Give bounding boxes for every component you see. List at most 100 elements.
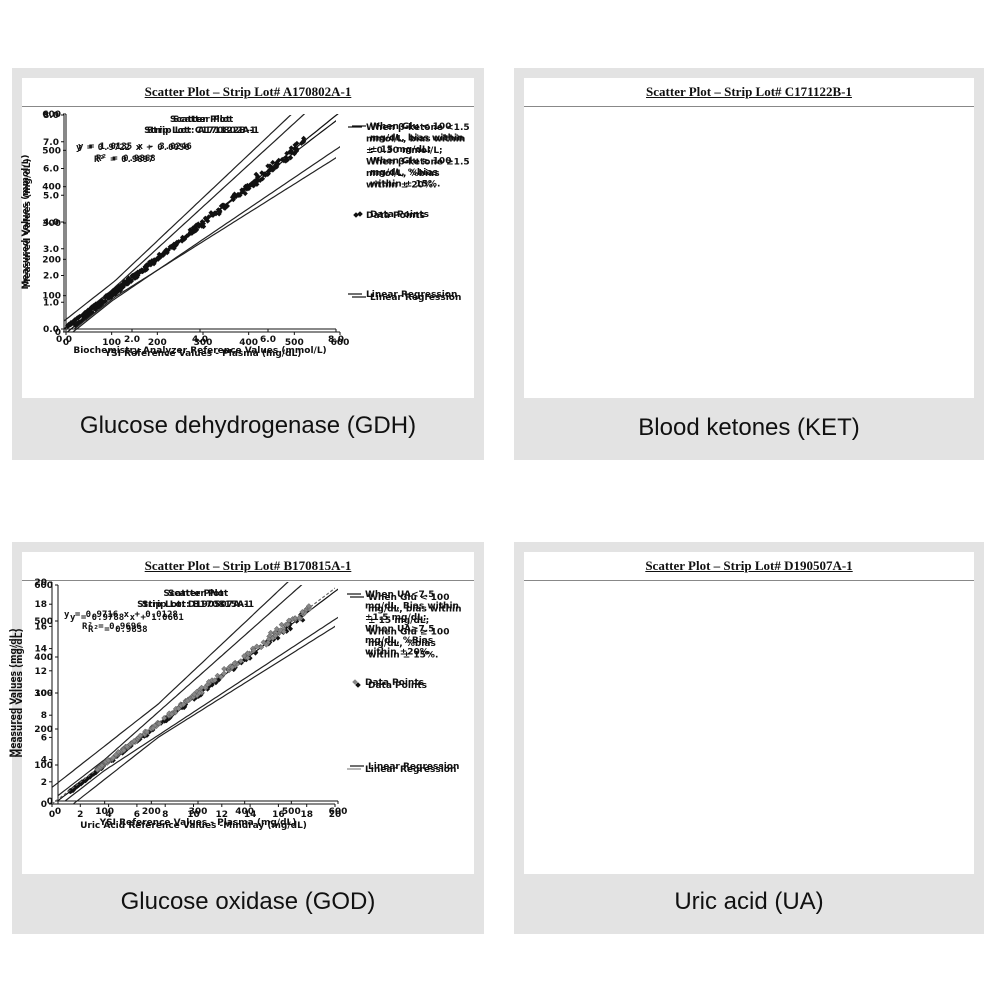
r-squared-value: R² = 0.9897 — [94, 155, 154, 165]
legend-data-points-label: Data Points — [370, 210, 429, 220]
data-point — [296, 614, 303, 621]
data-point — [106, 295, 112, 301]
y-tick-label: 300 — [34, 689, 53, 699]
data-point — [190, 694, 197, 701]
legend-regression-label: Linear Regression — [365, 765, 456, 775]
data-point — [114, 285, 120, 292]
y-tick-label: 14 — [34, 645, 47, 655]
data-point — [242, 190, 248, 197]
data-point — [175, 705, 182, 712]
y-tick-label: 2.0 — [43, 272, 59, 282]
x-tick-label: 8.0 — [328, 335, 344, 345]
chart-header: Scatter Plot – Strip Lot# B170815A-1 — [22, 558, 474, 581]
y-tick-label: 100 — [42, 292, 61, 302]
x-tick-label: 0 — [55, 807, 61, 817]
data-point — [104, 292, 110, 299]
legend-note-line: When UA<7.5 — [365, 590, 434, 600]
legend-note-line: mmol/L, bias within — [366, 135, 465, 145]
legend-note-line: ±1.5 mg/dL; — [365, 613, 427, 623]
data-point — [163, 247, 169, 253]
data-point — [288, 155, 294, 161]
legend-note-line: within ± 20%. — [366, 181, 436, 191]
data-point — [206, 214, 212, 220]
x-tick-label: 0 — [49, 810, 55, 820]
x-tick-label: 14 — [244, 810, 257, 820]
data-point — [115, 749, 122, 755]
x-tick-label: 10 — [187, 810, 200, 820]
y-tick-label: 7.0 — [43, 138, 59, 148]
data-point — [131, 738, 138, 744]
chart-caption: Blood ketones (KET) — [638, 414, 860, 441]
y-tick-label: 2 — [41, 778, 47, 788]
data-point — [272, 632, 279, 639]
legend-note-line: within ± 15%. — [370, 180, 440, 190]
data-point — [252, 650, 259, 656]
chart-subtitle: Strip Lot: C171122B-1 — [144, 126, 256, 136]
y-tick-label: 6 — [41, 733, 47, 743]
y-tick-label: 300 — [42, 219, 61, 229]
legend-note-line: When Glu ≥ 100 — [368, 628, 449, 638]
legend-note-line: mg/dL, Bias within — [365, 602, 459, 612]
y-tick-label: 0 — [47, 797, 53, 807]
data-point — [288, 145, 294, 151]
lower-bias-limit-line — [72, 625, 335, 804]
x-tick-label: 12 — [216, 810, 229, 820]
x-tick-label: 300 — [194, 338, 213, 348]
data-point — [231, 191, 238, 197]
legend-data-points-label: Data Points — [365, 678, 424, 688]
data-point — [76, 319, 82, 325]
legend-note-line: mg/dL, %Bias — [365, 636, 433, 646]
chart-title: Scatter Plot — [168, 589, 229, 599]
data-point — [305, 603, 312, 610]
data-point — [118, 282, 124, 288]
y-tick-label: 5.0 — [43, 191, 59, 201]
data-point — [235, 191, 241, 198]
data-point — [216, 211, 222, 217]
panel-god: Scatter Plot – Strip Lot# B170815A-1 Sca… — [12, 542, 484, 934]
data-point — [132, 271, 139, 277]
data-point — [283, 154, 289, 161]
data-point — [156, 251, 162, 257]
x-axis-label: Uric Acid Reference Values -Mindray (mg/… — [80, 821, 307, 831]
y-axis-label: Measured Values (mg/dL) — [23, 158, 33, 287]
data-point — [142, 264, 148, 270]
data-point — [110, 754, 116, 761]
data-point — [300, 139, 307, 145]
plot-area — [64, 115, 336, 329]
legend-note-line: When Glu < 100 — [370, 122, 451, 132]
y-tick-label: 0 — [55, 328, 61, 338]
data-point — [173, 240, 179, 246]
x-tick-label: 2.0 — [124, 335, 140, 345]
chart-card: Scatter Plot – Strip Lot# C171122B-1 Sca… — [21, 78, 974, 398]
x-tick-label: 4 — [105, 810, 111, 820]
data-point — [69, 787, 75, 793]
legend-note-line: within ±20%. — [365, 648, 432, 658]
y-tick-label: 8.0 — [43, 111, 59, 121]
data-point — [185, 232, 191, 238]
chart-caption: Uric acid (UA) — [674, 888, 824, 915]
y-axis-label: Measured Values (mg/dL) — [9, 628, 19, 757]
regression-equation: y = 1.0135 x - 3.0246 — [78, 142, 192, 152]
chart-subtitle: Strip Lot: A170802A-1 — [147, 126, 259, 136]
data-point — [229, 664, 236, 671]
data-point — [94, 766, 101, 773]
legend-note-line: mg/dL, %bias — [370, 168, 438, 178]
r-squared-value: R² = 0.9838 — [88, 625, 148, 635]
upper-bias-limit-line — [64, 115, 292, 322]
data-point — [217, 207, 223, 214]
legend-note-line: When UA≥7.5 — [365, 625, 434, 635]
y-tick-label: 200 — [42, 255, 61, 265]
data-point — [198, 684, 205, 691]
x-axis-label: YSI Reference Values - Plasma (mg/dL) — [104, 349, 302, 359]
data-point — [258, 644, 265, 651]
plot-area — [52, 582, 335, 804]
data-point — [147, 259, 153, 266]
regression-equation: y = 0.9722 x + 0.0056 — [76, 143, 190, 153]
x-tick-label: 500 — [285, 338, 304, 348]
data-point — [137, 732, 144, 739]
chart-title: Scatter Plot — [170, 115, 231, 125]
y-tick-label: 16 — [34, 622, 47, 632]
data-point — [284, 150, 290, 156]
data-point — [87, 307, 93, 313]
